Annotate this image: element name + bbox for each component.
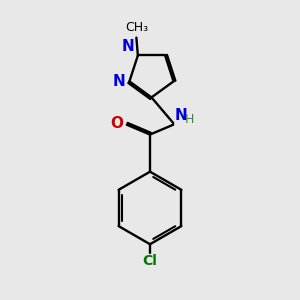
Text: N: N: [122, 39, 134, 54]
Text: CH₃: CH₃: [125, 21, 148, 34]
Text: O: O: [110, 116, 123, 131]
Text: N: N: [112, 74, 125, 89]
Text: H: H: [184, 113, 194, 126]
Text: N: N: [174, 108, 187, 123]
Text: Cl: Cl: [142, 254, 158, 268]
